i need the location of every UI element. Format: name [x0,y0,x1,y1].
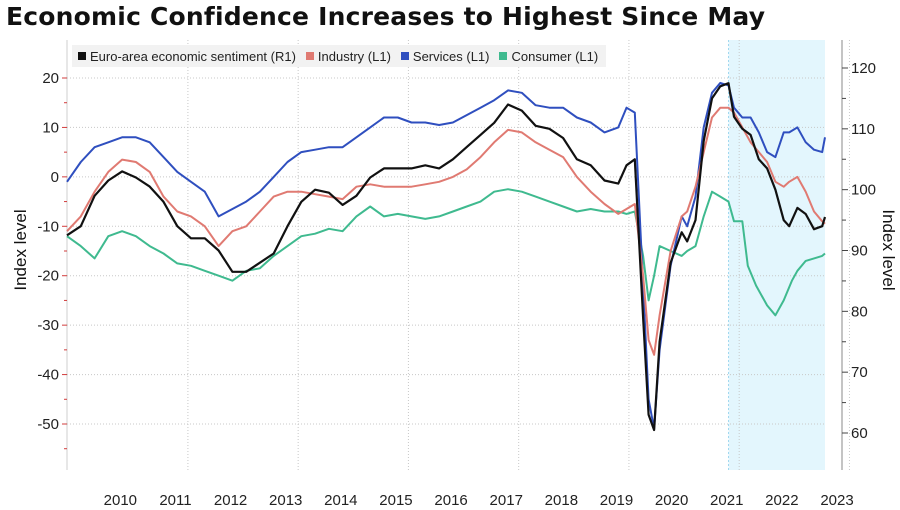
legend-label-services: Services (L1) [412,48,490,64]
left-tick-label: 0 [51,169,59,186]
right-tick-label: 60 [851,425,868,442]
x-tick-label-2020: 2020 [655,492,688,509]
x-tick-label-2014: 2014 [324,492,357,509]
legend-swatch-sentiment [78,52,86,60]
right-tick-label: 100 [851,182,876,199]
left-tick-label: -30 [37,317,59,334]
x-tick-label-2011: 2011 [159,492,191,509]
series-line-consumer [66,188,826,317]
right-tick-label: 90 [851,243,868,260]
right-tick-label: 120 [851,60,876,77]
right-tick-label: 70 [851,364,868,381]
x-tick-label-2016: 2016 [434,492,467,509]
shaded-region [728,40,825,470]
left-tick-label: -20 [37,268,59,285]
x-tick-label-2021: 2021 [710,492,743,509]
legend: Euro-area economic sentiment (R1) Indust… [72,45,607,67]
legend-item-sentiment: Euro-area economic sentiment (R1) [78,49,296,64]
left-tick-label: -50 [37,416,59,433]
legend-label-consumer: Consumer (L1) [511,48,599,64]
left-tick-label: 10 [42,119,59,136]
x-tick-label-2022: 2022 [765,492,798,509]
legend-label-sentiment: Euro-area economic sentiment (R1) [90,48,296,64]
left-tick-label: -10 [37,218,59,235]
y-axis-label-left: Index level [11,209,30,291]
x-tick-label-2010: 2010 [104,492,137,509]
x-tick-label-2017: 2017 [490,492,523,509]
legend-item-services: Services (L1) [400,48,490,64]
series-line-services [66,81,826,430]
legend-swatch-services [400,52,409,60]
chart-title: Economic Confidence Increases to Highest… [6,2,766,31]
left-tick-label: 20 [42,70,59,87]
legend-swatch-consumer [499,52,508,60]
x-tick-label-2019: 2019 [600,492,633,509]
series-line-industry [66,106,826,356]
legend-item-consumer: Consumer (L1) [499,49,598,64]
x-tick-label-2013: 2013 [269,492,302,509]
left-tick-label: -40 [37,367,59,384]
x-tick-label-2012: 2012 [214,492,247,509]
legend-swatch-industry [305,52,314,60]
x-tick-label-2023: 2023 [820,492,853,509]
right-tick-label: 110 [851,121,875,138]
right-tick-label: 80 [851,303,868,320]
series-line-sentiment [66,82,827,432]
x-tick-label-2018: 2018 [545,492,578,509]
legend-item-industry: Industry (L1) [305,48,391,64]
x-tick-label-2015: 2015 [379,492,412,509]
legend-label-industry: Industry (L1) [317,48,391,64]
y-axis-label-right: Index level [879,209,898,291]
